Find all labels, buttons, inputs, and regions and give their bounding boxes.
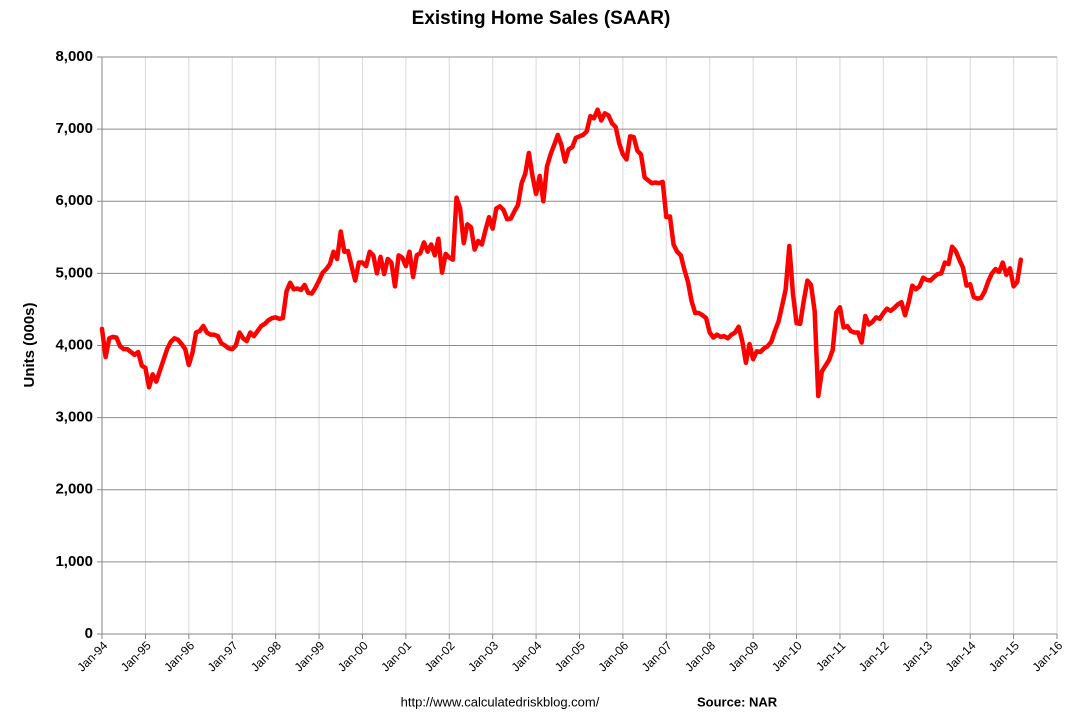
source-note: Source: NAR	[697, 694, 778, 709]
x-tick-label: Jan-94	[75, 638, 111, 674]
x-tick-label: Jan-10	[769, 638, 805, 674]
x-tick-label: Jan-08	[682, 638, 718, 674]
x-tick-label: Jan-97	[205, 638, 241, 674]
x-tick-label: Jan-04	[509, 638, 545, 674]
x-tick-label: Jan-15	[986, 638, 1022, 674]
y-tick-label: 8,000	[55, 48, 93, 65]
data-line	[99, 107, 1024, 399]
y-tick-label: 5,000	[55, 264, 93, 281]
y-tick-label: 6,000	[55, 192, 93, 209]
y-tick-label: 4,000	[55, 336, 93, 353]
x-tick-label: Jan-09	[726, 638, 762, 674]
x-tick-label: Jan-12	[856, 638, 892, 674]
chart-title: Existing Home Sales (SAAR)	[412, 8, 671, 29]
x-tick-label: Jan-01	[378, 638, 414, 674]
x-tick-label: Jan-95	[118, 638, 154, 674]
y-tick-label: 1,000	[55, 553, 93, 570]
x-tick-label: Jan-11	[813, 638, 848, 673]
x-tick-label: Jan-16	[1030, 638, 1066, 674]
x-tick-label: Jan-96	[161, 638, 197, 674]
y-tick-label: 7,000	[55, 120, 93, 137]
y-tick-label: 2,000	[55, 481, 93, 498]
x-tick-label: Jan-98	[248, 638, 284, 674]
y-tick-label: 3,000	[55, 409, 93, 426]
x-tick-label: Jan-02	[422, 638, 458, 674]
source-url: http://www.calculatedriskblog.com/	[401, 694, 600, 709]
x-tick-label: Jan-05	[552, 638, 588, 674]
x-tick-label: Jan-06	[595, 638, 631, 674]
x-tick-label: Jan-99	[292, 638, 328, 674]
y-tick-label: 0	[85, 625, 93, 642]
x-tick-label: Jan-03	[465, 638, 501, 674]
x-tick-label: Jan-07	[639, 638, 675, 674]
x-tick-label: Jan-00	[335, 638, 371, 674]
y-axis-label: Units (000s)	[21, 302, 38, 387]
x-tick-label: Jan-14	[943, 638, 979, 674]
x-tick-label: Jan-13	[899, 638, 935, 674]
